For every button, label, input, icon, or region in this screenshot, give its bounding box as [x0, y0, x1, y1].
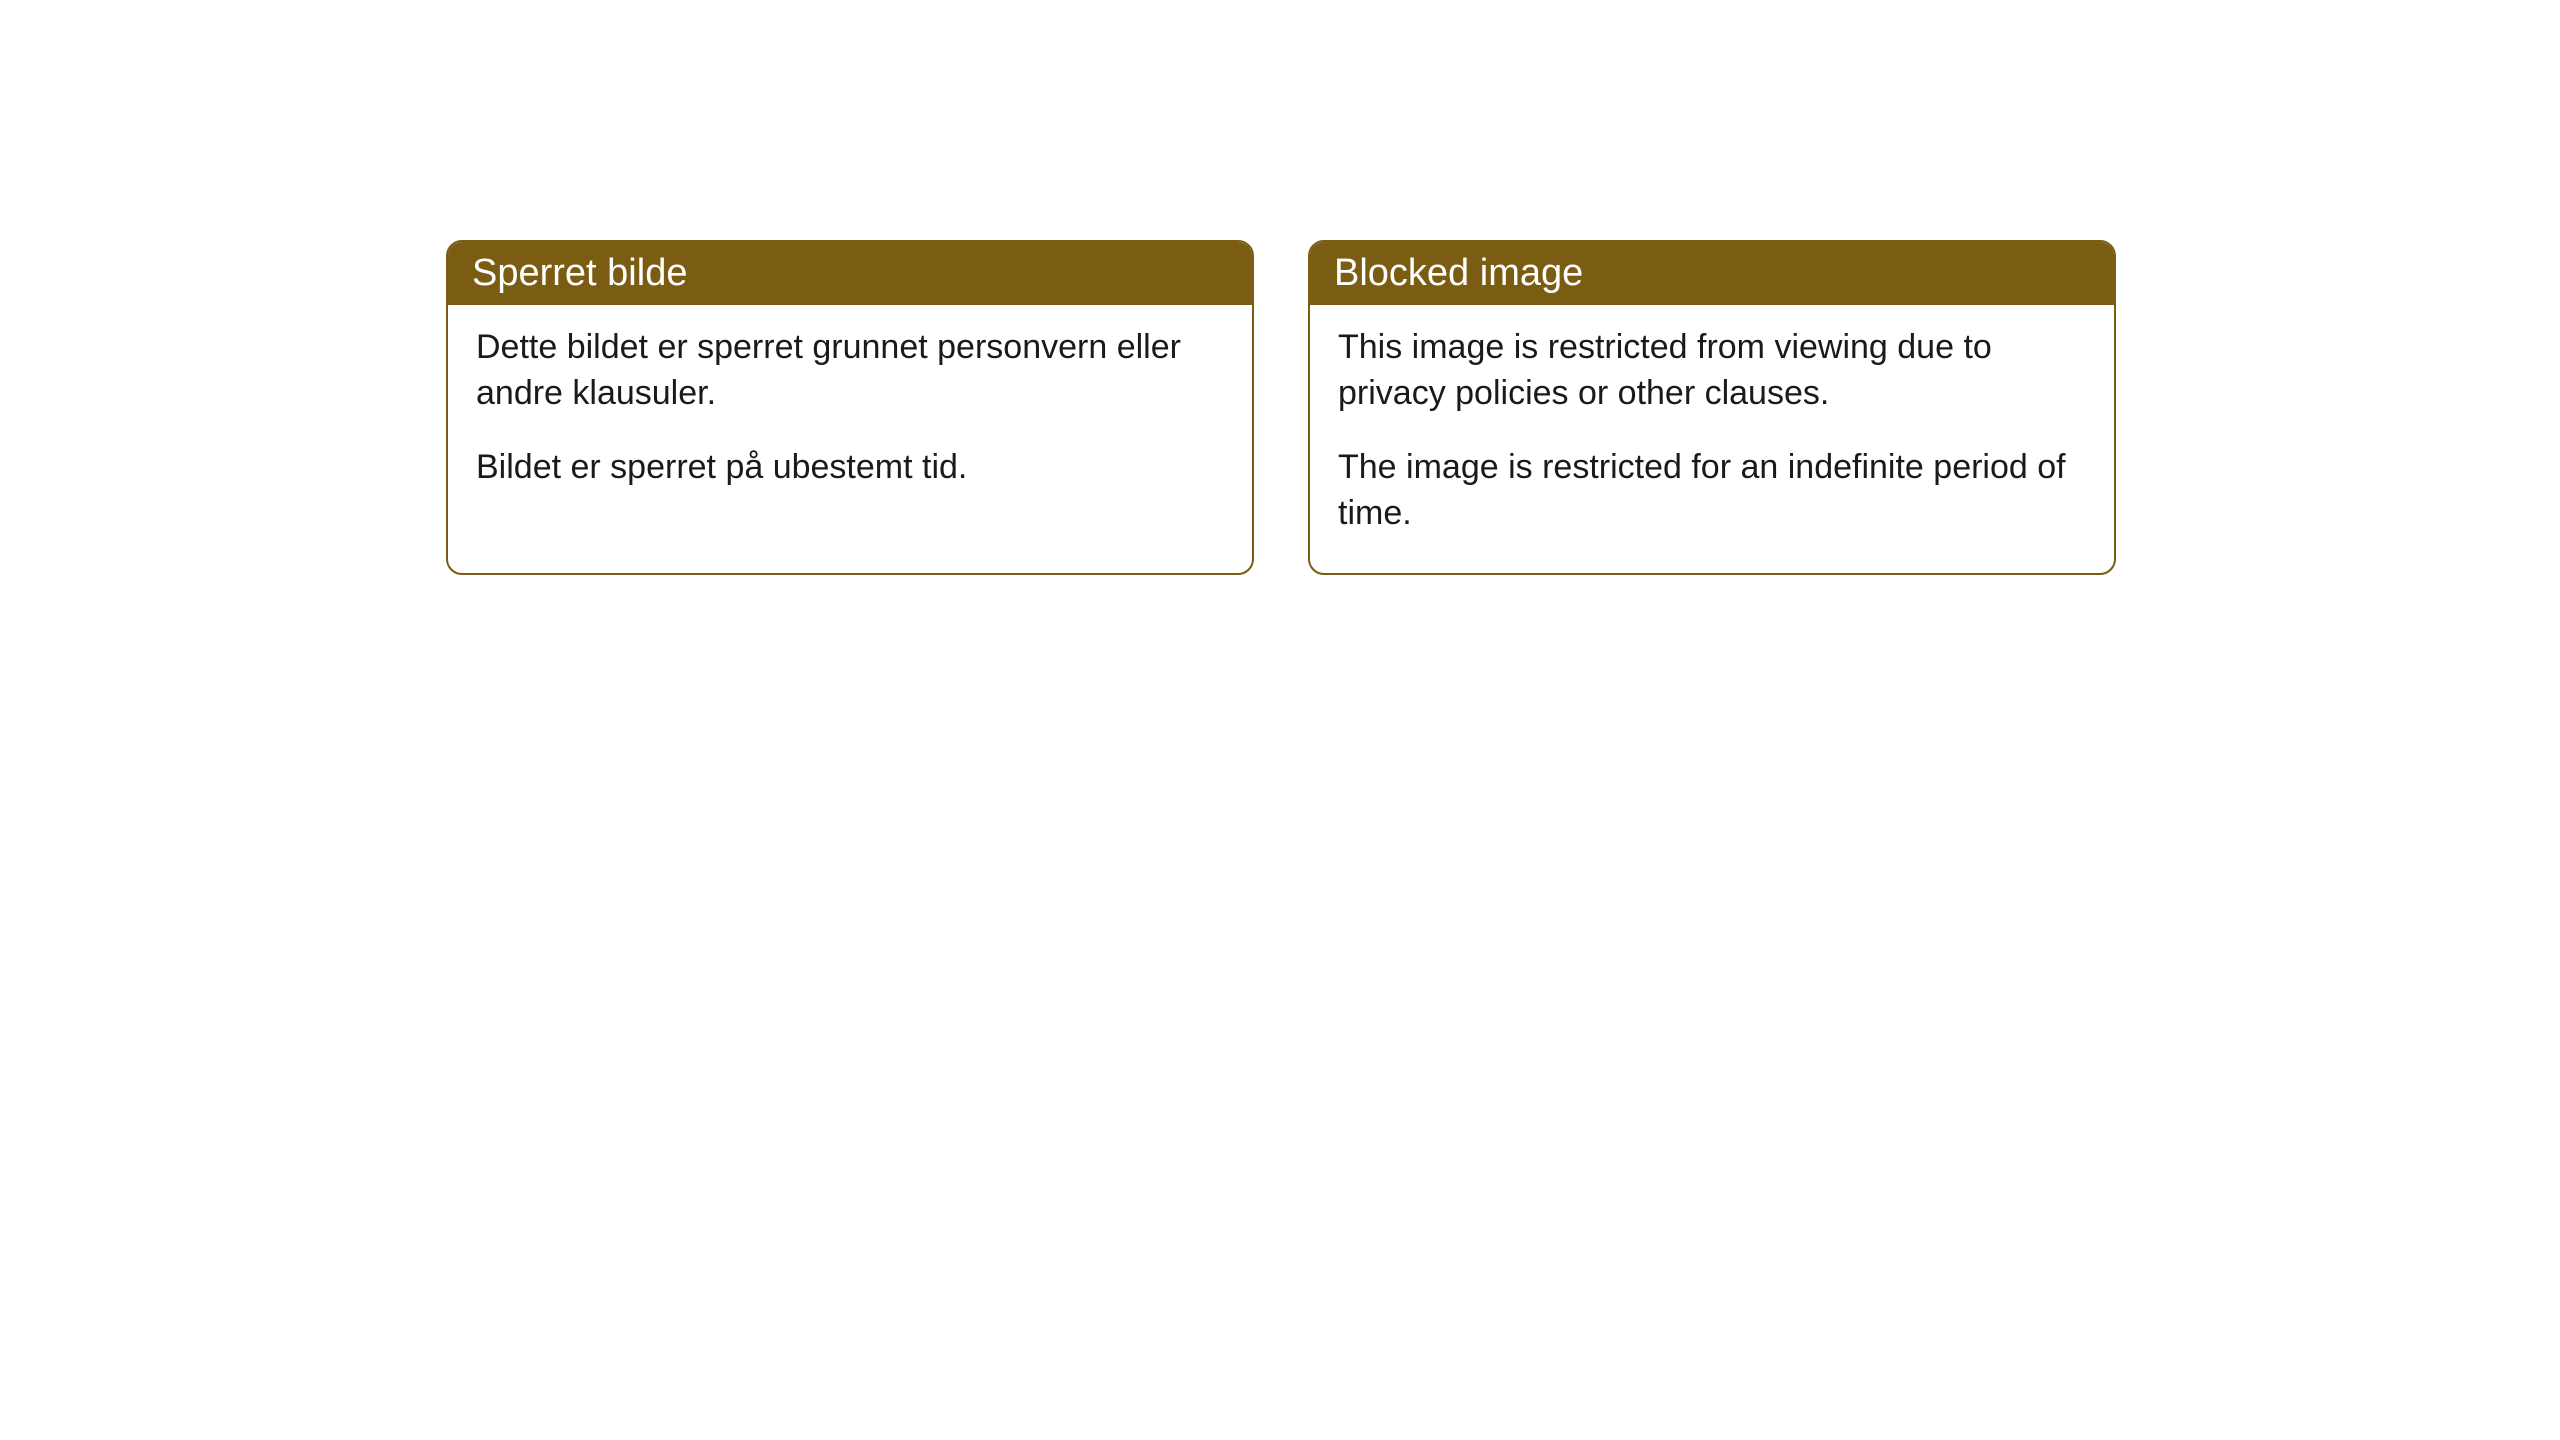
card-paragraph: The image is restricted for an indefinit…: [1338, 445, 2086, 537]
card-title: Sperret bilde: [448, 242, 1252, 305]
card-body: Dette bildet er sperret grunnet personve…: [448, 305, 1252, 527]
card-title: Blocked image: [1310, 242, 2114, 305]
card-paragraph: Dette bildet er sperret grunnet personve…: [476, 325, 1224, 417]
blocked-image-card-english: Blocked image This image is restricted f…: [1308, 240, 2116, 575]
notice-cards-container: Sperret bilde Dette bildet er sperret gr…: [446, 240, 2116, 575]
blocked-image-card-norwegian: Sperret bilde Dette bildet er sperret gr…: [446, 240, 1254, 575]
card-paragraph: This image is restricted from viewing du…: [1338, 325, 2086, 417]
card-paragraph: Bildet er sperret på ubestemt tid.: [476, 445, 1224, 491]
card-body: This image is restricted from viewing du…: [1310, 305, 2114, 573]
